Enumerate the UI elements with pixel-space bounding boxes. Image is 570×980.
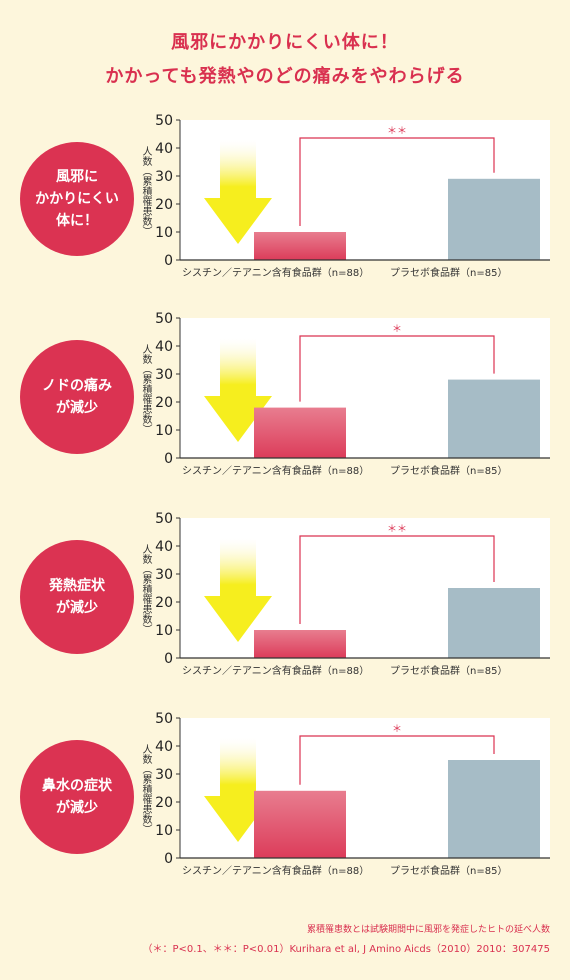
significance-mark: ＊＊ [387, 126, 407, 137]
chart-panel-2: ノドの痛み が減少 人数（累積罹患数） ＊ 0 10 20 30 40 50 シスチン／テアニン含… [0, 311, 570, 498]
y-tick-label: 0 [164, 451, 173, 467]
citation: （＊：P<0.1、＊＊：P<0.01）Kurihara et al, J Ami… [142, 944, 550, 955]
page-title-line-1: 風邪にかかりにくい体に！ [171, 32, 399, 53]
y-tick-label: 40 [155, 539, 173, 555]
y-axis-label: 人数（累積罹患数） [140, 344, 151, 434]
y-tick-label: 0 [164, 851, 173, 867]
y-tick-label: 50 [155, 511, 173, 527]
footnote: 累積罹患数とは試験期間中に風邪を発症したヒトの延べ人数 [306, 925, 550, 935]
bar-placebo-group [448, 760, 540, 858]
x-category-label: シスチン／テアニン含有食品群（n=88） [182, 464, 369, 477]
y-axis-label: 人数（累積罹患数） [140, 744, 151, 834]
y-tick-label: 50 [155, 711, 173, 727]
x-category-label: シスチン／テアニン含有食品群（n=88） [182, 664, 369, 677]
significance-mark: ＊ [392, 324, 402, 335]
y-axis-label: 人数（累積罹患数） [140, 544, 151, 634]
chart-panel-1: 風邪に かかりにくい 体に！ 人数（累積罹患数） ＊＊ 0 10 20 30 40 50 シスチン… [0, 113, 570, 300]
y-axis-label: 人数（累積罹患数） [140, 146, 151, 236]
x-category-label: プラセボ食品群（n=85） [390, 464, 507, 477]
bar-chart: ＊ 0 10 20 30 40 50 シスチン／テアニン含有食品群（n=88） プラセボ食品群（… [155, 711, 550, 877]
panel-label-circle: 風邪に かかりにくい 体に！ [20, 142, 134, 256]
y-tick-label: 40 [155, 339, 173, 355]
significance-bracket [299, 735, 495, 785]
y-tick-label: 0 [164, 253, 173, 269]
y-tick-label: 30 [155, 767, 173, 783]
y-tick-label: 40 [155, 141, 173, 157]
y-tick-label: 10 [155, 423, 173, 439]
chart-panel-3: 発熱症状 が減少 人数（累積罹患数） ＊＊ 0 10 20 30 40 50 シスチン／テアニン含… [0, 511, 570, 698]
bar-chart: ＊＊ 0 10 20 30 40 50 シスチン／テアニン含有食品群（n=88） プラセボ食品群… [155, 511, 550, 677]
panel-label-circle: 発熱症状 が減少 [20, 540, 134, 654]
x-category-label: シスチン／テアニン含有食品群（n=88） [182, 864, 369, 877]
chart-panel-4: 鼻水の症状 が減少 人数（累積罹患数） ＊ 0 10 20 30 40 50 シスチン／テアニン含… [0, 711, 570, 898]
y-tick-label: 20 [155, 395, 173, 411]
x-category-label: プラセボ食品群（n=85） [390, 664, 507, 677]
bar-placebo-group [448, 588, 540, 658]
panel-label-circle: 鼻水の症状 が減少 [20, 740, 134, 854]
y-tick-label: 20 [155, 197, 173, 213]
x-category-label: プラセボ食品群（n=85） [390, 266, 507, 279]
y-tick-label: 0 [164, 651, 173, 667]
y-tick-label: 50 [155, 311, 173, 327]
x-category-label: プラセボ食品群（n=85） [390, 864, 507, 877]
bar-chart: ＊ 0 10 20 30 40 50 シスチン／テアニン含有食品群（n=88） プラセボ食品群（… [155, 311, 550, 477]
y-tick-label: 40 [155, 739, 173, 755]
y-tick-label: 30 [155, 367, 173, 383]
y-tick-label: 10 [155, 225, 173, 241]
significance-mark: ＊＊ [387, 524, 407, 535]
bar-test-group [254, 232, 346, 260]
x-category-label: シスチン／テアニン含有食品群（n=88） [182, 266, 369, 279]
down-arrow-decoration [204, 538, 272, 642]
significance-bracket [299, 535, 495, 624]
panel-label-circle: ノドの痛み が減少 [20, 340, 134, 454]
down-arrow-decoration [204, 140, 272, 244]
y-tick-label: 30 [155, 169, 173, 185]
significance-bracket [299, 137, 495, 226]
significance-mark: ＊ [392, 724, 402, 735]
bar-chart: ＊＊ 0 10 20 30 40 50 シスチン／テアニン含有食品群（n=88） プラセボ食品群… [155, 113, 550, 279]
y-tick-label: 10 [155, 823, 173, 839]
y-tick-label: 10 [155, 623, 173, 639]
y-tick-label: 20 [155, 795, 173, 811]
y-tick-label: 50 [155, 113, 173, 129]
page-title-line-2: かかっても発熱やのどの痛みをやわらげる [105, 66, 465, 87]
bar-placebo-group [448, 379, 540, 458]
significance-bracket [299, 335, 495, 402]
bar-test-group [254, 407, 346, 458]
bar-test-group [254, 790, 346, 858]
y-tick-label: 20 [155, 595, 173, 611]
y-tick-label: 30 [155, 567, 173, 583]
bar-test-group [254, 630, 346, 658]
bar-placebo-group [448, 178, 540, 260]
